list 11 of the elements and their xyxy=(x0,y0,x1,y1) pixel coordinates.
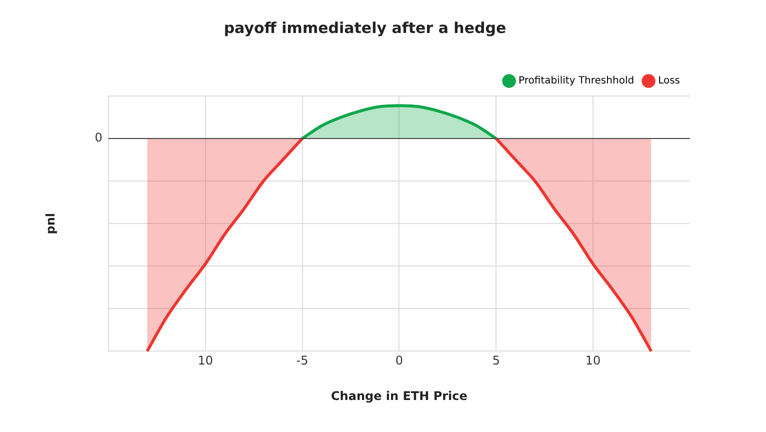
x-tick-label: -5 xyxy=(296,354,308,368)
x-tick-label: 5 xyxy=(492,354,500,368)
x-tick-label: 10 xyxy=(198,354,213,368)
legend-label: Loss xyxy=(658,76,680,87)
x-tick-label: 10 xyxy=(585,354,601,368)
x-tick-label: 0 xyxy=(395,354,404,368)
y-axis-title: pnl xyxy=(43,212,58,234)
x-axis-title: Change in ETH Price xyxy=(330,388,468,403)
ref-line-label: 0 xyxy=(94,130,102,145)
chart-title: payoff immediately after a hedge xyxy=(224,18,506,37)
legend-label: Profitability Threshhold xyxy=(518,76,634,87)
